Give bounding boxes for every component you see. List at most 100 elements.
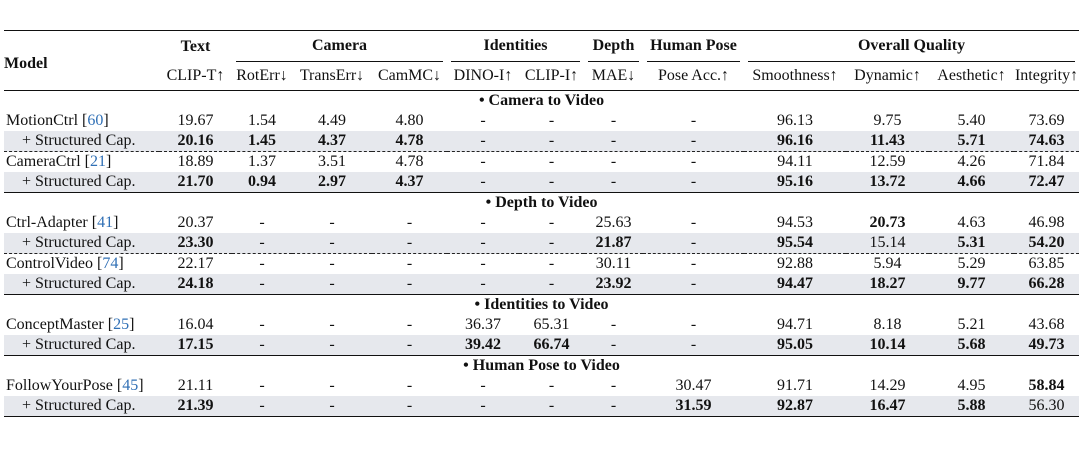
- model-name: ControlVideo [: [6, 255, 103, 272]
- group-camera: Camera: [232, 31, 447, 62]
- metric-value: -: [480, 255, 486, 272]
- citation-link[interactable]: 41: [97, 214, 114, 231]
- metric-header: MAE↓: [584, 62, 643, 91]
- metric-value: 46.98: [1028, 214, 1065, 231]
- group-depth-label: Depth: [588, 31, 639, 62]
- model-name: FollowYourPose [: [6, 377, 123, 394]
- citation-close: ]: [105, 153, 112, 170]
- metric-value: 96.13: [777, 112, 813, 129]
- metric-value: 49.73: [1014, 335, 1080, 356]
- metric-value: 92.87: [744, 396, 846, 417]
- metric-value: -: [584, 396, 643, 417]
- metric-value: -: [519, 172, 584, 193]
- group-text-label: Text: [180, 38, 211, 55]
- section-header-row: • Human Pose to Video: [4, 355, 1080, 376]
- metric-value: 2.97: [292, 172, 372, 193]
- section-title: • Camera to Video: [4, 90, 1080, 111]
- metric-value: 4.78: [395, 153, 424, 170]
- group-identities: Identities: [447, 31, 584, 62]
- metric-value: -: [329, 316, 335, 333]
- metric-value: 20.16: [159, 131, 232, 152]
- model-name-cell: MotionCtrl [60]: [4, 111, 159, 131]
- citation-link[interactable]: 60: [87, 112, 104, 129]
- group-overall: Overall Quality: [744, 31, 1079, 62]
- group-overall-label: Overall Quality: [748, 31, 1076, 62]
- model-header: Model: [4, 54, 48, 72]
- metric-value: -: [232, 233, 292, 254]
- metric-value: -: [406, 316, 413, 333]
- metric-value: 16.47: [846, 396, 929, 417]
- metric-value: -: [643, 172, 744, 193]
- group-camera-label: Camera: [236, 31, 443, 62]
- model-name: + Structured Cap.: [22, 132, 136, 149]
- metric-value: 5.71: [929, 131, 1014, 152]
- group-depth: Depth: [584, 31, 643, 62]
- metric-value: 65.31: [533, 316, 570, 333]
- metric-value: 66.28: [1014, 274, 1080, 295]
- model-name: + Structured Cap.: [22, 336, 136, 353]
- metric-value: -: [519, 233, 584, 254]
- metric-value: -: [292, 396, 372, 417]
- metric-value: -: [447, 233, 519, 254]
- metric-value: 17.15: [159, 335, 232, 356]
- citation-close: ]: [118, 255, 124, 272]
- citation-link[interactable]: 25: [113, 316, 130, 333]
- metric-value: 8.18: [873, 316, 902, 333]
- citation-link[interactable]: 21: [89, 153, 106, 170]
- table-row: + Structured Cap. 17.15- - -39.42 66.74- -95.…: [4, 335, 1080, 356]
- metric-value: 74.63: [1014, 131, 1080, 152]
- metric-value: 3.51: [318, 153, 346, 170]
- metric-value: 5.88: [929, 396, 1014, 417]
- metric-value: -: [610, 316, 617, 333]
- table-row: ControlVideo [74] 22.17 - - - - - 30.11 - 92.88 5.…: [4, 254, 1079, 275]
- metric-value: -: [329, 214, 335, 231]
- group-text: Text: [159, 31, 232, 63]
- metric-header: Dynamic↑: [846, 62, 929, 91]
- metric-value: 95.05: [744, 335, 846, 356]
- metric-value: -: [259, 377, 265, 394]
- metric-value: 1.37: [248, 153, 276, 170]
- metric-value: 5.21: [957, 316, 986, 333]
- metric-value: -: [447, 172, 519, 193]
- metric-value: 1.45: [232, 131, 292, 152]
- metric-value: 20.73: [869, 214, 906, 231]
- citation-link[interactable]: 45: [122, 377, 139, 394]
- metric-value: 94.11: [777, 153, 813, 170]
- model-name: + Structured Cap.: [22, 397, 136, 414]
- metric-header: CLIP-T↑: [159, 62, 232, 91]
- metric-value: 63.85: [1028, 255, 1065, 272]
- metric-value: -: [372, 335, 447, 356]
- model-name: CameraCtrl [: [6, 153, 90, 170]
- metric-value: 9.75: [873, 112, 902, 129]
- metric-value: 31.59: [643, 396, 744, 417]
- metric-value: -: [643, 131, 744, 152]
- metric-value: 95.54: [744, 233, 846, 254]
- table-row: + Structured Cap. 21.39- - - - - -31.59 92.87 16…: [4, 396, 1080, 417]
- model-name: + Structured Cap.: [22, 275, 136, 292]
- citation-close: ]: [103, 112, 109, 129]
- metric-value: -: [548, 377, 555, 394]
- metric-value: -: [610, 377, 617, 394]
- citation-link[interactable]: 74: [102, 255, 119, 272]
- metric-value: 12.59: [869, 153, 906, 170]
- metric-value: -: [292, 274, 372, 295]
- metric-header: Smoothness↑: [744, 62, 846, 91]
- metric-value: 18.89: [177, 153, 214, 170]
- section-title: • Depth to Video: [4, 192, 1080, 213]
- metric-value: 4.49: [318, 112, 346, 129]
- metric-value: 25.63: [595, 214, 632, 231]
- metric-header: TransErr↓: [292, 62, 372, 91]
- metric-value: 4.95: [957, 377, 986, 394]
- metric-value: 4.78: [372, 131, 447, 152]
- metric-value: 4.80: [395, 112, 424, 129]
- metric-value: -: [447, 274, 519, 295]
- metric-value: 13.72: [846, 172, 929, 193]
- metric-value: -: [643, 274, 744, 295]
- model-name: Ctrl-Adapter [: [6, 214, 98, 231]
- results-table-container: Model Text Camera Identities Depth Human…: [4, 30, 1080, 417]
- table-row: + Structured Cap. 23.30- - - - -21.87-95.54 15…: [4, 233, 1080, 254]
- metric-value: 92.88: [777, 255, 813, 272]
- metric-value: 22.17: [177, 255, 214, 272]
- table-row: ConceptMaster [25] 16.04 - - - 36.37 65.31 - - 94…: [4, 315, 1079, 335]
- metric-value: 72.47: [1014, 172, 1080, 193]
